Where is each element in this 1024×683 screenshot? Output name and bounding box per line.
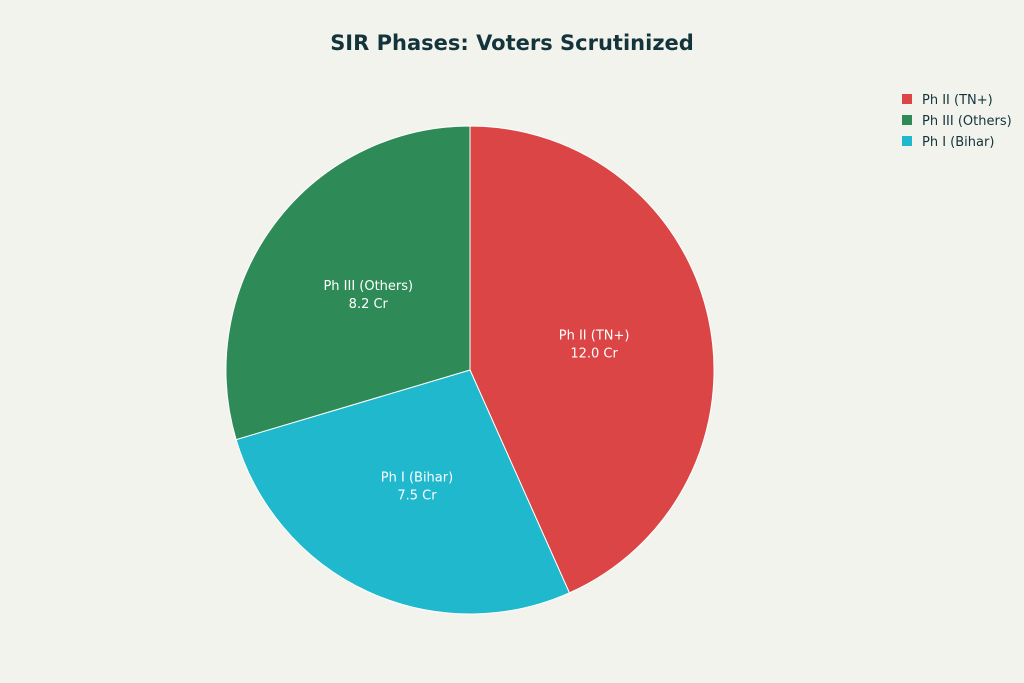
slice-labels: Ph II (TN+) 12.0 Cr Ph I (Bihar) 7.5 Cr Ph I…	[323, 279, 629, 503]
slice-label-name: Ph III (Others)	[323, 279, 413, 294]
pie-slice-1	[225, 125, 471, 441]
pie-slice-2	[235, 369, 571, 615]
slice-label-value: 12.0 Cr	[570, 347, 618, 362]
legend-swatch	[902, 94, 912, 104]
pie-slice-0	[469, 125, 715, 594]
legend-swatch	[902, 115, 912, 125]
legend-item[interactable]: Ph I (Bihar)	[922, 135, 994, 150]
legend-item[interactable]: Ph II (TN+)	[922, 93, 993, 108]
legend: Ph II (TN+) Ph III (Others) Ph I (Bihar)	[902, 93, 1012, 150]
slice-label-value: 8.2 Cr	[349, 297, 389, 312]
chart-title: SIR Phases: Voters Scrutinized	[330, 31, 694, 55]
slice-label-name: Ph I (Bihar)	[381, 470, 453, 485]
legend-item[interactable]: Ph III (Others)	[922, 114, 1012, 129]
slice-label-value: 7.5 Cr	[397, 488, 437, 503]
legend-swatch	[902, 136, 912, 146]
pie-slices	[225, 125, 715, 615]
slice-label-name: Ph II (TN+)	[559, 329, 630, 344]
